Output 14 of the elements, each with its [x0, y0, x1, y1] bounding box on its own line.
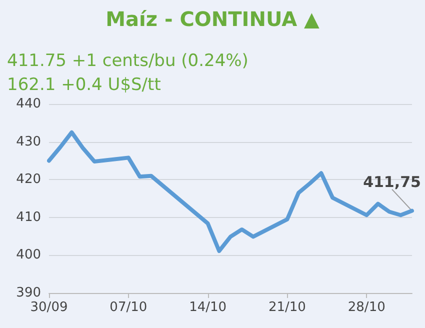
x-tick-label: 30/09 — [30, 300, 68, 315]
annotation: 411,75 — [363, 172, 421, 191]
y-tick-label: 410 — [16, 210, 41, 225]
y-tick-label: 390 — [16, 286, 41, 300]
y-tick-label: 440 — [16, 96, 41, 112]
x-tick-label: 14/10 — [189, 300, 227, 315]
y-tick-label: 430 — [16, 134, 41, 150]
y-tick-label: 420 — [16, 172, 41, 188]
chart-subtitle: 411.75 +1 cents/bu (0.24%) 162.1 +0.4 U$S/tt — [7, 51, 248, 95]
x-tick-label: 28/10 — [348, 300, 386, 315]
y-tick-label: 400 — [16, 248, 41, 263]
chart-title: Maíz - CONTINUA ▲ — [106, 7, 320, 31]
x-tick-label: 21/10 — [268, 300, 306, 315]
x-tick-label: 07/10 — [110, 300, 148, 315]
